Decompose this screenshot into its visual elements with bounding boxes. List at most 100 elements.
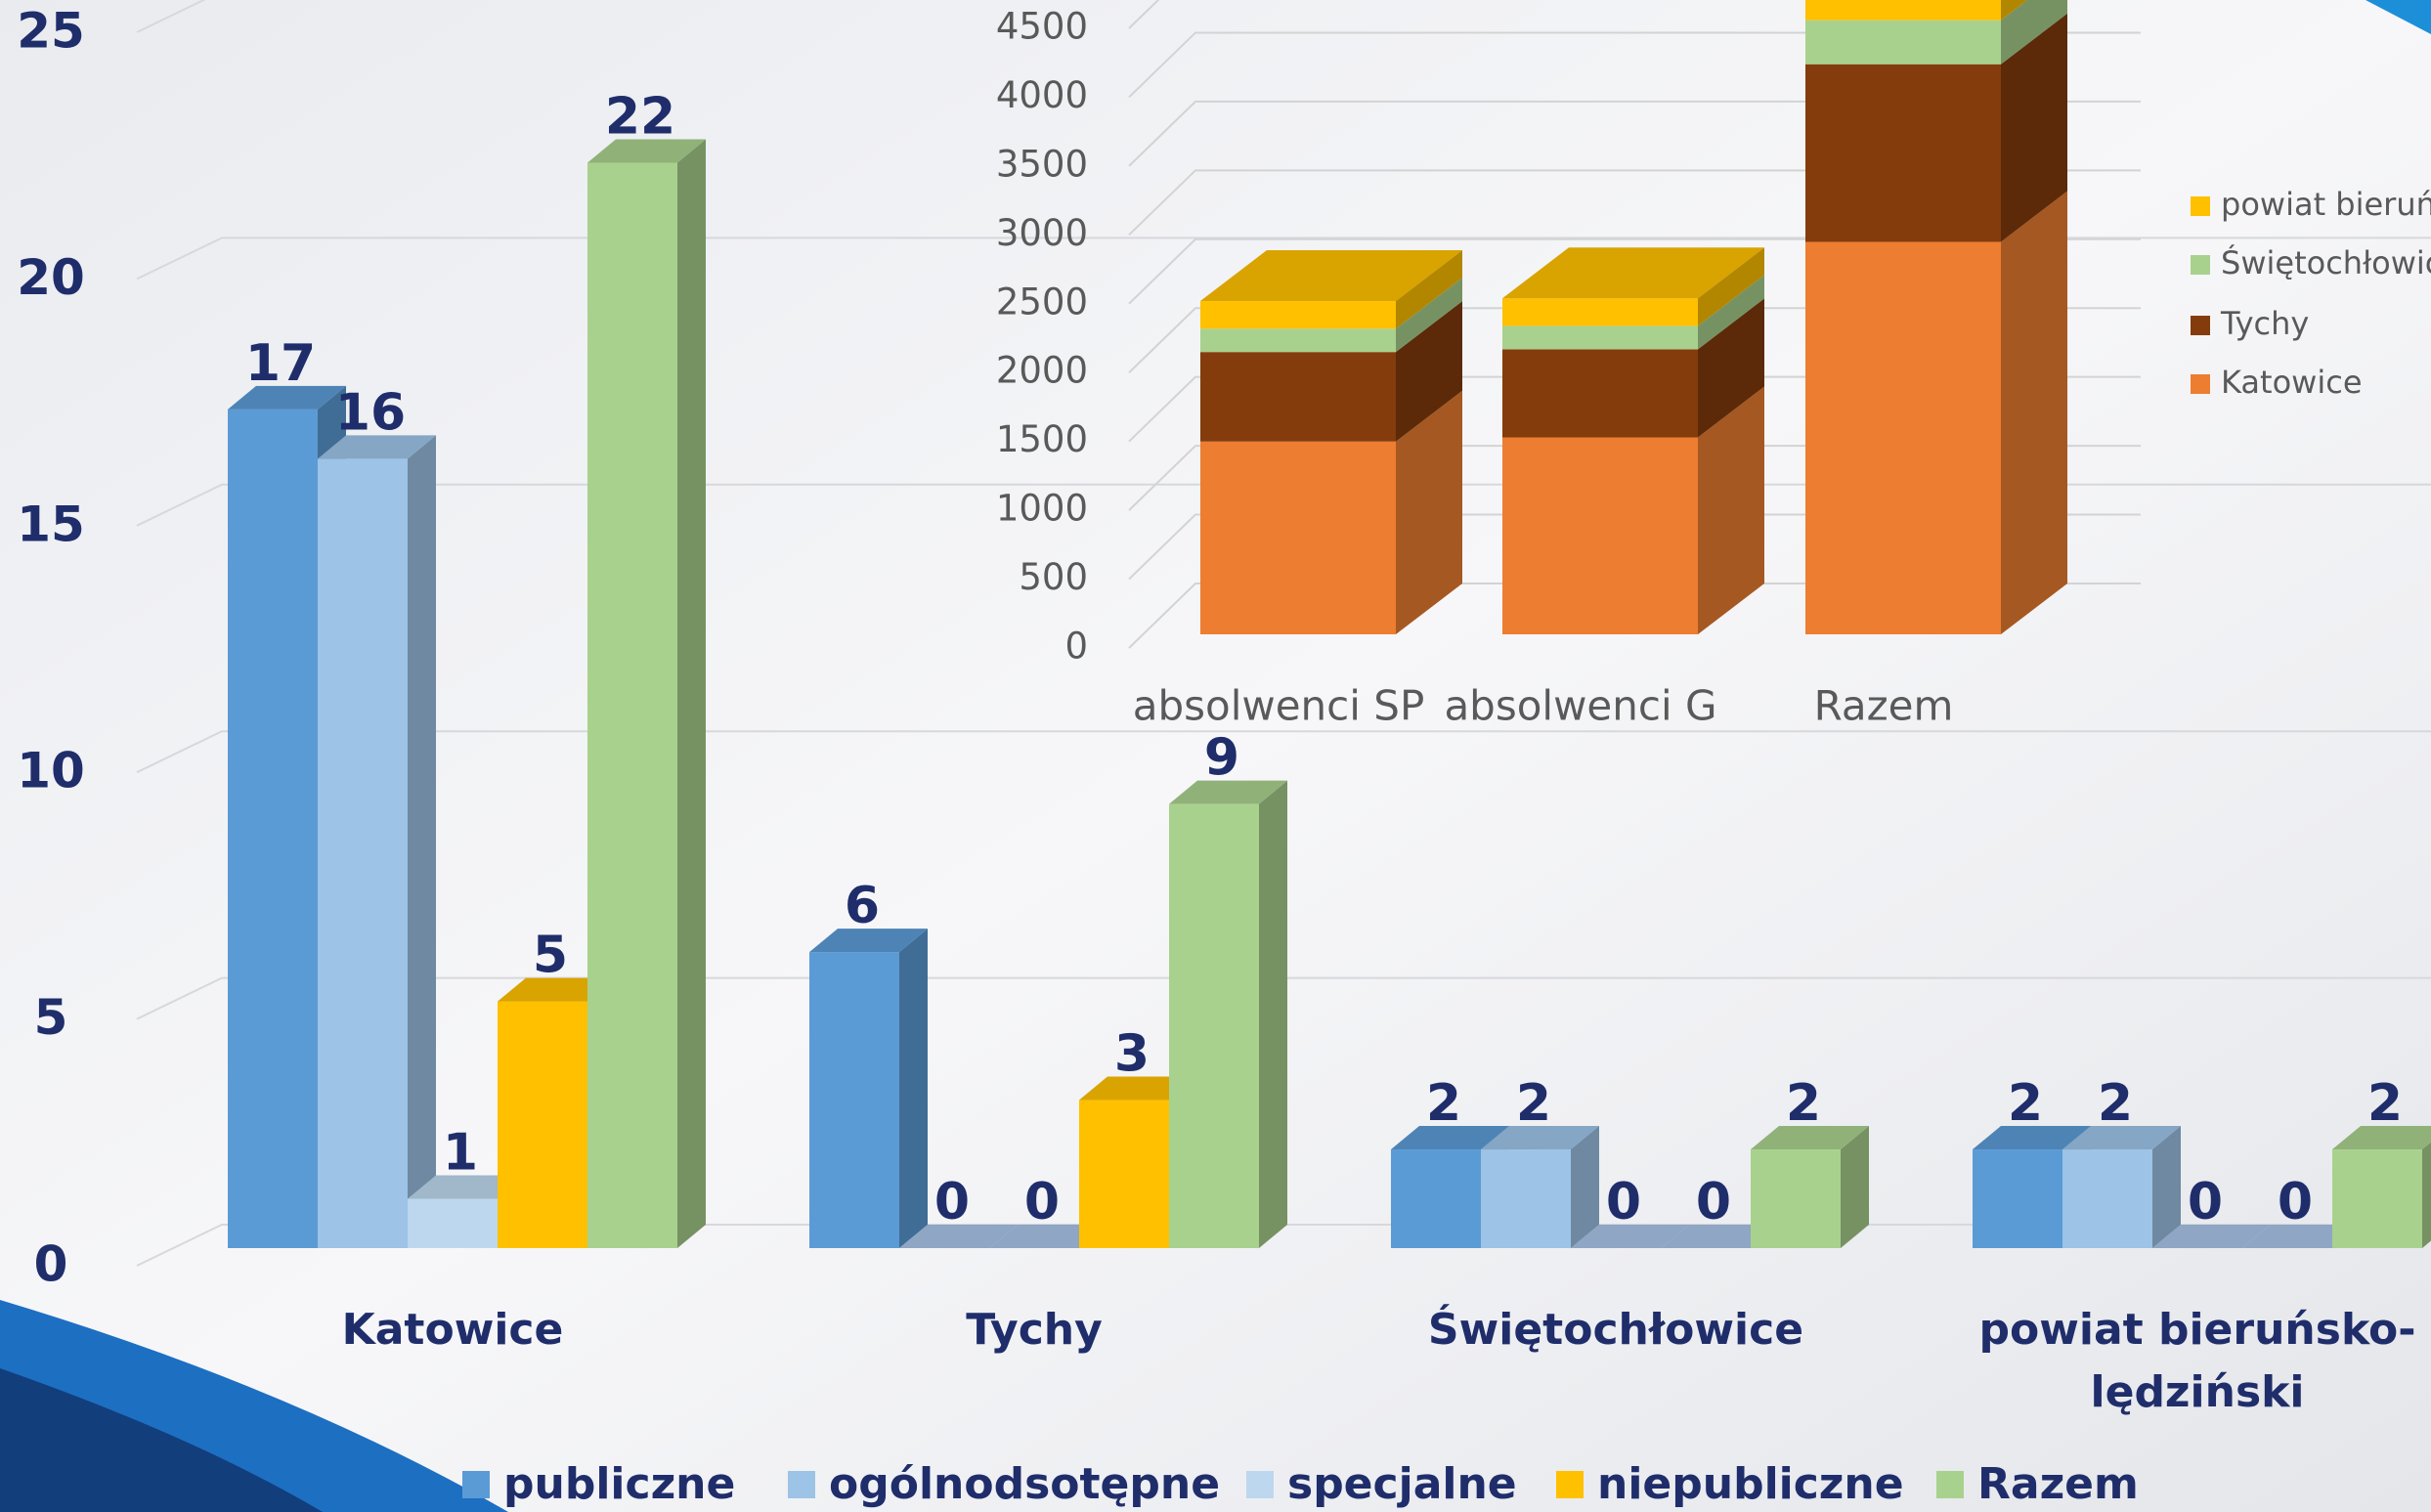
bar-side [2001,0,2027,21]
bar-side [2422,1142,2431,1248]
y-tick-label: 1000 [996,488,1088,530]
y-tick-label: 2500 [996,281,1088,323]
y-tick-label: 0 [1064,626,1088,668]
bar-side [1396,301,1462,442]
legend-swatch [462,1471,490,1498]
bar [1751,1126,1869,1248]
corner-decoration [2366,0,2431,34]
y-tick-label: 4000 [996,74,1088,116]
grid-line [136,237,2431,281]
bar [587,139,706,1249]
grid-line [136,0,206,33]
value-label: 6 [845,877,880,935]
bar [1502,275,1764,350]
bar-front [1169,803,1259,1248]
value-label: 2 [2008,1074,2043,1133]
value-label: 0 [1024,1173,1060,1231]
value-label: 0 [2188,1173,2223,1231]
grid-line [1128,0,1160,29]
bar-side [1698,298,1764,438]
value-label: 5 [533,927,568,985]
bar-front [318,458,408,1248]
bar-front [1502,298,1698,326]
legend-label: specjalne [1287,1459,1517,1509]
bar-top [1079,1076,1197,1101]
bar-side [1698,386,1764,634]
bar [318,435,436,1248]
y-tick-label: 5 [34,989,68,1046]
bar-front [228,409,318,1249]
bar-top [1169,780,1287,804]
bar-top [1661,1225,1779,1248]
bar-top [809,929,928,953]
bar [1805,0,2027,21]
y-tick-label: 0 [34,1236,68,1293]
bar-front [2062,1149,2152,1248]
bar-front [1805,20,2001,65]
bar-front [1502,325,1698,350]
bar [809,929,928,1248]
value-label: 22 [605,87,675,146]
value-label: 16 [335,383,406,442]
bar-front [1805,0,2001,21]
bar-side [1396,250,1462,329]
value-label: 2 [1516,1074,1551,1133]
bar-front [408,1198,498,1248]
y-tick-label: 20 [17,249,85,306]
bar-front [1481,1149,1571,1248]
bar-top [1571,1225,1689,1248]
legend-label: niepubliczne [1597,1459,1904,1509]
legend-label: publiczne [503,1459,735,1509]
bar-front [1973,1149,2062,1248]
legend-label: Tychy [2220,305,2309,342]
bar-top [1973,1126,2091,1150]
bar [1805,191,2067,634]
bar-top [1391,1126,1509,1150]
bar [1661,1225,1779,1248]
bar [1502,298,1764,438]
bar [2062,1126,2181,1248]
bar-top [318,435,436,459]
x-tick-label: Razem [1814,682,1954,730]
bar-top [1502,247,1764,299]
bar-front [1200,352,1396,442]
bar [1200,278,1462,353]
bar-side [1396,278,1462,353]
bar-top [228,385,346,410]
value-label: 2 [1426,1074,1461,1133]
bar [989,1225,1107,1248]
legend-label: ogólnodsotępne [829,1459,1220,1509]
bar-top [408,1175,526,1199]
bar [2242,1225,2361,1248]
value-label: 9 [1204,729,1239,788]
legend-swatch [1246,1471,1274,1498]
bar [1502,247,1764,326]
bar-front [1200,301,1396,329]
bar [1200,250,1462,329]
bar-top [2152,1225,2271,1248]
x-tick-label: Tychy [966,1305,1103,1355]
y-tick-label: 1500 [996,418,1088,460]
value-label: 1 [443,1124,478,1183]
bar-top [2062,1126,2181,1150]
bar-side [899,929,928,1248]
bar [899,1225,1018,1248]
bar-side [1841,1126,1869,1248]
bar-side [2152,1126,2181,1248]
bar-front [587,162,677,1249]
bar-top [2332,1126,2431,1150]
value-label: 0 [2278,1173,2313,1231]
value-label: 17 [245,334,316,393]
y-tick-label: 3500 [996,143,1088,185]
value-label: 2 [2367,1074,2403,1133]
bar-top [1481,1126,1599,1150]
x-tick-label: powiat bieruńsko-lędziński [1978,1305,2415,1417]
bar-top [989,1225,1107,1248]
legend-swatch [1556,1471,1584,1498]
legend-swatch [2191,255,2210,275]
y-tick-label: 25 [17,3,85,60]
value-label: 2 [2098,1074,2133,1133]
bar-top [2242,1225,2361,1248]
bar-top [1200,250,1462,302]
